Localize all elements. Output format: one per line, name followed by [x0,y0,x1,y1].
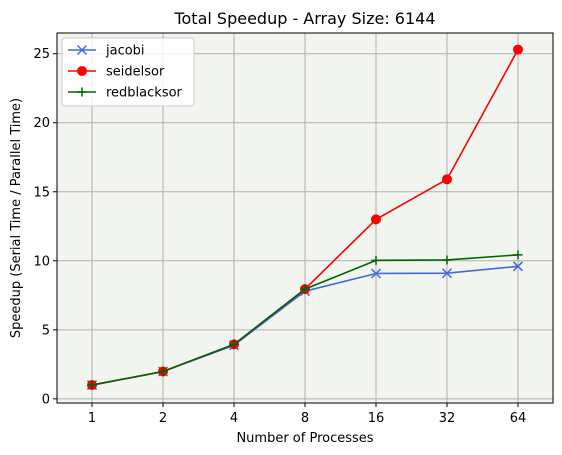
x-axis-label: Number of Processes [236,431,373,446]
chart-title: Total Speedup - Array Size: 6144 [173,9,435,28]
x-axis-ticks: 1 2 4 8 16 32 64 [88,403,526,426]
series-layer [86,44,524,391]
x-tick-label: 4 [230,411,238,426]
legend-label: redblacksor [106,86,183,101]
data-point-seidelsor [442,174,452,185]
y-axis-label: Speedup (Serial Time / Parallel Time) [9,98,24,338]
data-point-redblacksor [442,255,452,265]
legend-marker [77,66,87,76]
data-point-redblacksor [513,250,523,260]
data-point-seidelsor [371,214,381,225]
data-point-redblacksor [300,284,310,294]
legend-marker [76,44,88,56]
legend-marker [77,87,87,97]
y-tick-label: 0 [42,392,50,407]
y-tick-label: 10 [33,254,50,269]
y-tick-label: 20 [33,116,50,131]
data-point-redblacksor [158,367,168,377]
series-redblacksor [87,250,523,390]
data-point-jacobi [512,261,524,272]
legend-label: jacobi [105,44,145,59]
x-tick-label: 16 [368,411,385,426]
y-tick-label: 25 [33,47,50,62]
data-point-jacobi [441,268,453,279]
data-point-redblacksor [229,339,239,349]
y-axis-ticks: 0 5 10 15 20 25 [33,47,57,407]
x-tick-label: 8 [301,411,309,426]
legend-item-redblacksor: redblacksor [68,86,183,101]
y-tick-label: 15 [33,185,50,200]
data-point-jacobi [370,268,382,279]
data-point-seidelsor [513,44,523,55]
legend-item-jacobi: jacobi [68,44,145,59]
grid-lines [57,33,553,403]
x-tick-label: 1 [88,411,96,426]
legend-item-seidelsor: seidelsor [68,65,165,80]
legend-label: seidelsor [106,65,165,80]
x-tick-label: 2 [159,411,167,426]
data-point-redblacksor [371,255,381,265]
x-tick-label: 32 [439,411,456,426]
x-tick-label: 64 [510,411,527,426]
legend: jacobi seidelsor redblacksor [61,37,195,107]
legend-box [61,37,195,107]
y-tick-label: 5 [42,323,50,338]
data-point-redblacksor [87,380,97,390]
